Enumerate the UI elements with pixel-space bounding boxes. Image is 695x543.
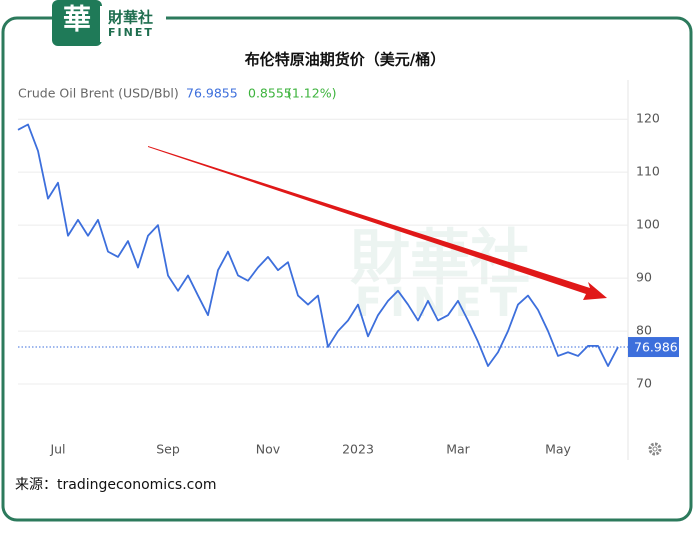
settings-icon[interactable] bbox=[648, 442, 662, 456]
chart-title: 布伦特原油期货价（美元/桶） bbox=[245, 51, 445, 69]
x-tick-label: May bbox=[545, 442, 571, 457]
source: 来源：tradingeconomics.com bbox=[15, 477, 217, 493]
x-tick-label: Nov bbox=[256, 442, 281, 457]
x-tick-label: Sep bbox=[156, 442, 180, 457]
data-line bbox=[17, 123, 619, 367]
last-value-tag bbox=[628, 337, 679, 358]
logo-brand: FINET bbox=[108, 26, 154, 39]
legend-change-pct: (1.12%) bbox=[287, 86, 336, 101]
y-tick-label: 80 bbox=[636, 323, 652, 338]
y-tick-label: 110 bbox=[636, 164, 660, 179]
x-tick-label: Jul bbox=[49, 442, 65, 457]
last-value-label: 76.986 bbox=[634, 340, 678, 355]
x-tick-label: Mar bbox=[446, 442, 470, 457]
legend-name: Crude Oil Brent (USD/Bbl) bbox=[18, 86, 179, 101]
trend-arrow bbox=[148, 146, 607, 300]
y-tick-label: 120 bbox=[636, 111, 660, 126]
logo-bg bbox=[100, 6, 166, 42]
legend-value: 76.9855 bbox=[186, 86, 238, 101]
watermark: 財華社 bbox=[350, 224, 530, 294]
logo-name: 財華社 bbox=[107, 9, 153, 27]
x-tick-label: 2023 bbox=[342, 442, 374, 457]
legend-change: 0.8555 bbox=[248, 86, 292, 101]
y-tick-label: 100 bbox=[636, 217, 660, 232]
logo-badge bbox=[52, 0, 102, 46]
frame-border bbox=[1, 16, 693, 522]
logo-icon: 華 bbox=[63, 3, 91, 36]
y-tick-label: 90 bbox=[636, 270, 652, 285]
y-tick-label: 70 bbox=[636, 376, 652, 391]
